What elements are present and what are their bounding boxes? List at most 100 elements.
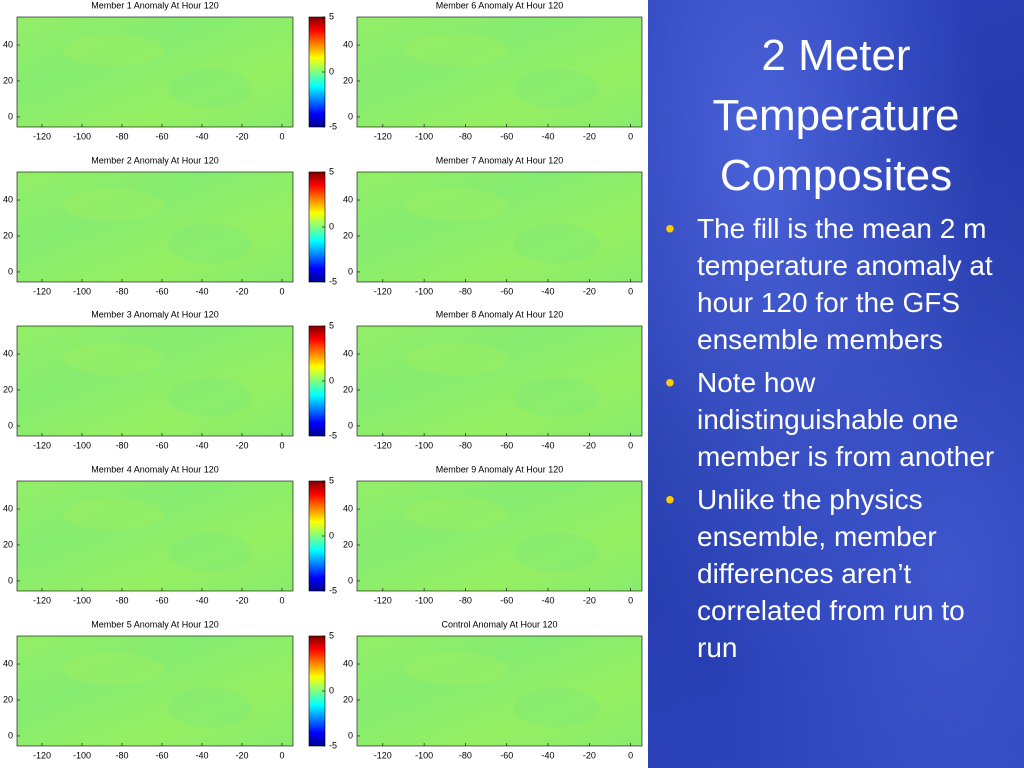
x-tick-label: -20: [583, 131, 596, 141]
y-tick-label: 40: [343, 39, 353, 49]
x-tick-label: -100: [73, 286, 91, 296]
colorbar-tick-label: -5: [329, 585, 337, 595]
x-tick-label: -120: [33, 440, 51, 450]
map-texture: [513, 532, 600, 573]
x-tick-label: -120: [33, 131, 51, 141]
y-tick-label: 20: [343, 75, 353, 85]
map-title: Member 6 Anomaly At Hour 120: [436, 0, 564, 10]
y-tick-label: 0: [348, 575, 353, 585]
x-tick-label: -60: [155, 286, 168, 296]
colorbar-tick-label: 5: [329, 320, 334, 330]
map-field: [356, 480, 643, 592]
x-tick-label: -80: [459, 750, 472, 760]
x-tick-label: 0: [628, 595, 633, 605]
y-tick-label: 0: [348, 111, 353, 121]
colorbar-tick-label: 0: [329, 66, 334, 76]
map-texture: [513, 377, 600, 418]
map-title: Member 1 Anomaly At Hour 120: [91, 0, 219, 10]
colorbar-tick-label: 5: [329, 11, 334, 21]
map-title: Member 2 Anomaly At Hour 120: [91, 155, 219, 165]
x-tick-label: -20: [235, 131, 248, 141]
map-texture: [513, 223, 600, 264]
x-tick-label: -20: [235, 750, 248, 760]
x-tick-label: 0: [279, 286, 284, 296]
map-texture: [405, 188, 509, 222]
y-tick-label: 0: [8, 575, 13, 585]
map-title: Member 4 Anomaly At Hour 120: [91, 464, 219, 474]
y-tick-label: 40: [3, 39, 13, 49]
x-tick-label: -80: [115, 750, 128, 760]
x-tick-label: 0: [279, 750, 284, 760]
y-tick-label: 20: [3, 75, 13, 85]
x-tick-label: -120: [33, 286, 51, 296]
y-tick-label: 0: [8, 111, 13, 121]
bullet: The fill is the mean 2 m temperature ano…: [665, 210, 1010, 358]
bullet-list: The fill is the mean 2 m temperature ano…: [648, 210, 1024, 666]
slide-panel: 2 Meter Temperature Composites The fill …: [648, 0, 1024, 768]
x-tick-label: -20: [583, 286, 596, 296]
x-tick-label: -40: [542, 440, 555, 450]
x-tick-label: -100: [415, 131, 433, 141]
x-tick-label: -120: [374, 131, 392, 141]
map-texture: [405, 497, 509, 531]
x-tick-label: -100: [73, 750, 91, 760]
y-tick-label: 0: [8, 730, 13, 740]
map-field: [16, 16, 294, 128]
x-tick-label: -20: [235, 595, 248, 605]
colorbar-tick-label: -5: [329, 740, 337, 750]
map-texture: [63, 652, 164, 686]
colorbar-tick-label: 0: [329, 375, 334, 385]
slide-title: 2 Meter Temperature Composites: [712, 31, 960, 200]
x-tick-label: -100: [415, 286, 433, 296]
x-tick-label: -120: [374, 286, 392, 296]
map-texture: [405, 342, 509, 376]
map-title: Member 8 Anomaly At Hour 120: [436, 309, 564, 319]
colorbar-tick-label: 5: [329, 630, 334, 640]
x-tick-label: 0: [279, 440, 284, 450]
colorbar-tick-label: 0: [329, 530, 334, 540]
x-tick-label: -60: [500, 750, 513, 760]
x-tick-label: -120: [374, 440, 392, 450]
y-tick-label: 0: [348, 420, 353, 430]
x-tick-label: -60: [500, 286, 513, 296]
x-tick-label: -80: [115, 440, 128, 450]
map-texture: [63, 342, 164, 376]
x-tick-label: -40: [195, 440, 208, 450]
x-tick-label: -40: [195, 750, 208, 760]
map-title: Member 9 Anomaly At Hour 120: [436, 464, 564, 474]
map-texture: [168, 68, 252, 109]
x-tick-label: -80: [115, 286, 128, 296]
x-tick-label: 0: [628, 286, 633, 296]
bullet: Unlike the physics ensemble, member diff…: [665, 481, 1010, 666]
y-tick-label: 40: [343, 503, 353, 513]
x-tick-label: -80: [459, 440, 472, 450]
colorbar-tick-label: 0: [329, 685, 334, 695]
x-tick-label: -80: [459, 131, 472, 141]
x-tick-label: -80: [115, 595, 128, 605]
colorbar-tick-label: 0: [329, 221, 334, 231]
y-tick-label: 20: [343, 539, 353, 549]
y-tick-label: 40: [3, 348, 13, 358]
x-tick-label: 0: [279, 131, 284, 141]
x-tick-label: -60: [155, 131, 168, 141]
x-tick-label: 0: [628, 750, 633, 760]
map-field: [16, 171, 294, 283]
maps-area: Member 1 Anomaly At Hour 120 -120 -100 -80 -…: [3, 0, 643, 760]
colorbar-tick-label: 5: [329, 166, 334, 176]
x-tick-label: -40: [542, 131, 555, 141]
map-field: [356, 16, 643, 128]
y-tick-label: 0: [8, 266, 13, 276]
y-tick-label: 40: [3, 658, 13, 668]
x-tick-label: -60: [500, 595, 513, 605]
y-tick-label: 40: [3, 194, 13, 204]
map-field: [356, 171, 643, 283]
x-tick-label: -40: [542, 595, 555, 605]
x-tick-label: -20: [583, 440, 596, 450]
x-tick-label: -60: [155, 440, 168, 450]
map-texture: [168, 532, 252, 573]
x-tick-label: 0: [279, 595, 284, 605]
map-texture: [168, 377, 252, 418]
x-tick-label: -100: [415, 595, 433, 605]
map-field: [16, 480, 294, 592]
